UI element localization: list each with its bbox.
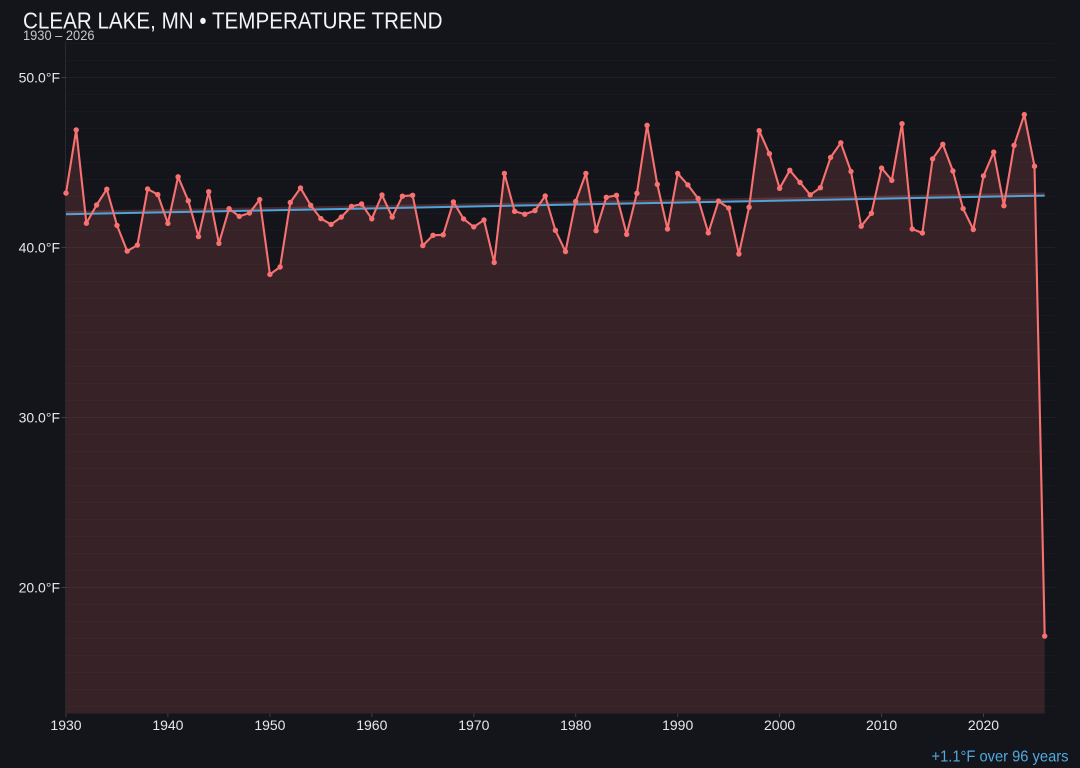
svg-text:+1.1°F over 96 years: +1.1°F over 96 years [932, 749, 1069, 766]
svg-text:1990: 1990 [662, 717, 693, 733]
svg-text:CLEAR LAKE, MN • TEMPERATURE T: CLEAR LAKE, MN • TEMPERATURE TREND [23, 8, 443, 34]
svg-text:1940: 1940 [152, 717, 183, 733]
svg-text:20.0°F: 20.0°F [19, 580, 60, 596]
svg-text:30.0°F: 30.0°F [19, 410, 60, 426]
svg-text:50.0°F: 50.0°F [19, 70, 60, 86]
svg-text:40.0°F: 40.0°F [19, 240, 60, 256]
svg-text:1970: 1970 [458, 717, 489, 733]
svg-text:2000: 2000 [764, 717, 795, 733]
svg-text:1930 – 2026: 1930 – 2026 [23, 27, 95, 43]
svg-text:1980: 1980 [560, 717, 591, 733]
svg-text:2020: 2020 [968, 717, 999, 733]
svg-text:1950: 1950 [254, 717, 285, 733]
svg-text:1960: 1960 [356, 717, 387, 733]
svg-text:2010: 2010 [866, 717, 897, 733]
svg-text:1930: 1930 [50, 717, 81, 733]
